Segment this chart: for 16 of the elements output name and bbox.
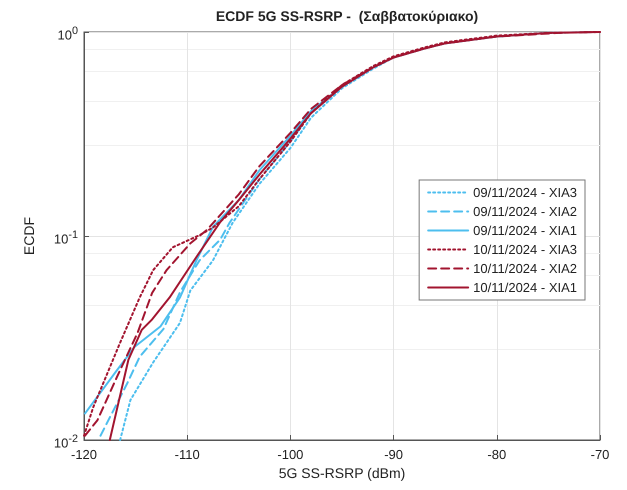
legend-label: 09/11/2024 - XIA3 [473,185,578,200]
legend-label: 10/11/2024 - XIA2 [473,261,578,276]
x-tick-label: -100 [277,447,304,462]
y-axis-title: ECDF [21,216,37,256]
x-tick-label: -70 [590,447,610,462]
legend-label: 09/11/2024 - XIA2 [473,204,578,219]
x-tick-label: -80 [487,447,506,462]
legend-label: 10/11/2024 - XIA1 [473,280,578,295]
legend-label: 09/11/2024 - XIA1 [473,223,578,238]
legend-label: 10/11/2024 - XIA3 [473,242,578,257]
x-tick-label: -90 [384,447,403,462]
y-tick-label: 10$^{0}$ [56,24,78,44]
x-axis-title: 5G SS-RSRP (dBm) [278,465,406,481]
x-tick-label: -110 [174,447,200,462]
y-tick-label: 10$^{-1}$ [54,229,78,246]
chart-title: ECDF 5G SS-RSRP - (Σαββατοκύριακο) [216,8,478,24]
